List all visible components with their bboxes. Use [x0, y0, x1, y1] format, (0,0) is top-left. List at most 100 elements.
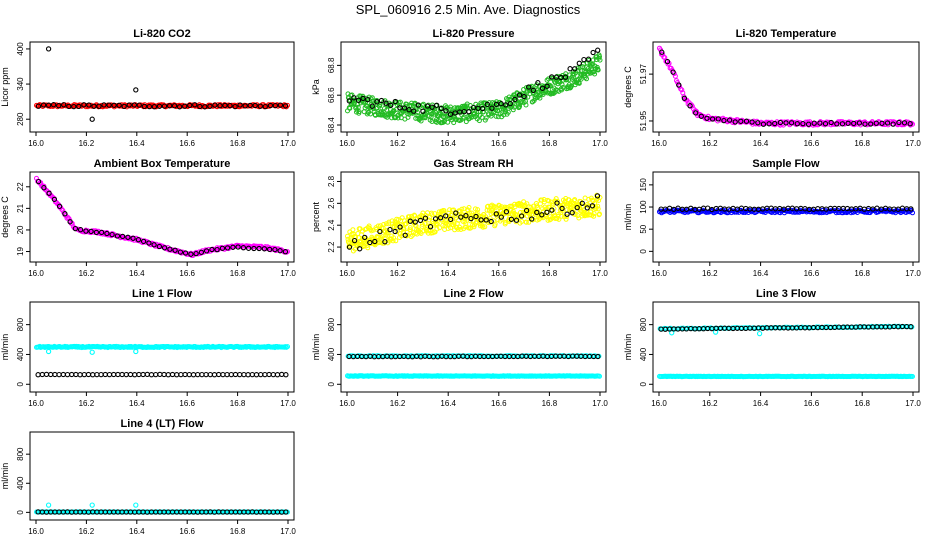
data-point — [463, 213, 469, 219]
data-point — [71, 103, 77, 110]
data-point — [572, 66, 578, 72]
x-tick-label: 17.0 — [592, 139, 608, 148]
data-point — [584, 76, 589, 82]
data-point — [220, 371, 226, 378]
data-point — [356, 235, 362, 241]
x-tick-label: 16.8 — [230, 139, 246, 148]
data-point — [443, 213, 449, 219]
data-point — [151, 104, 158, 110]
data-point — [195, 371, 201, 378]
data-point — [81, 371, 87, 378]
data-point — [98, 371, 104, 378]
series-line-4-black — [35, 509, 289, 515]
data-point — [523, 219, 529, 225]
x-tick-label: 16.8 — [230, 527, 246, 536]
data-point — [482, 224, 488, 230]
plot-frame — [29, 171, 295, 263]
x-tick-label: 17.0 — [592, 399, 608, 408]
x-tick-label: 16.0 — [651, 269, 667, 278]
data-point — [133, 87, 139, 93]
data-point — [594, 193, 601, 199]
data-point — [406, 214, 412, 220]
x-tick-label: 16.4 — [440, 399, 456, 408]
data-point — [505, 109, 511, 115]
data-point — [534, 209, 540, 216]
x-tick-label: 16.0 — [651, 399, 667, 408]
data-point — [45, 502, 52, 508]
y-tick-label: 0 — [327, 381, 336, 386]
data-point — [56, 103, 62, 109]
x-tick-label: 16.2 — [702, 269, 718, 278]
data-point — [595, 47, 601, 53]
data-point — [544, 209, 550, 215]
data-point — [197, 103, 203, 110]
data-point — [743, 118, 750, 124]
y-axis-label: Licor ppm — [0, 67, 10, 107]
y-tick-label: 2.8 — [327, 175, 336, 187]
y-tick-label: 2.2 — [327, 241, 336, 253]
data-point — [256, 245, 262, 252]
data-point — [144, 371, 150, 378]
data-point — [409, 213, 415, 219]
data-point — [355, 97, 362, 103]
data-point — [415, 102, 421, 108]
data-point — [182, 371, 188, 378]
data-point — [283, 509, 289, 515]
data-point — [511, 104, 517, 110]
y-tick-label: 400 — [327, 347, 336, 361]
data-point — [241, 371, 247, 378]
data-point — [477, 223, 483, 229]
data-point — [503, 102, 509, 108]
data-point — [493, 211, 499, 217]
data-point — [529, 216, 535, 222]
data-point — [249, 371, 255, 378]
x-tick-label: 17.0 — [280, 527, 296, 536]
data-point — [879, 120, 885, 126]
data-point — [397, 99, 403, 105]
data-point — [788, 120, 795, 126]
data-point — [258, 371, 264, 378]
data-point — [130, 235, 136, 241]
data-point — [890, 121, 896, 127]
data-point — [597, 373, 602, 379]
data-point — [715, 116, 721, 122]
x-tick-label: 16.4 — [129, 399, 145, 408]
panel-title: Li-820 Temperature — [736, 28, 837, 40]
data-point — [172, 247, 178, 253]
data-point — [153, 371, 159, 378]
data-point — [462, 224, 468, 230]
x-tick-label: 16.6 — [179, 399, 195, 408]
data-point — [448, 104, 453, 110]
data-point — [115, 371, 121, 378]
x-tick-label: 17.0 — [280, 269, 296, 278]
data-point — [429, 212, 435, 218]
data-point — [681, 95, 688, 101]
data-point — [576, 80, 582, 86]
y-tick-label: 0 — [16, 381, 25, 386]
data-point — [508, 216, 515, 222]
data-point — [203, 248, 210, 254]
x-tick-label: 16.0 — [28, 399, 44, 408]
data-point — [453, 210, 459, 216]
data-point — [419, 221, 425, 227]
data-point — [420, 108, 426, 114]
data-point — [83, 228, 89, 234]
data-point — [590, 57, 596, 63]
data-point — [374, 99, 380, 105]
data-point — [282, 249, 289, 255]
data-point — [262, 103, 268, 110]
data-point — [408, 227, 414, 233]
data-point — [199, 371, 205, 378]
data-point — [760, 121, 767, 127]
data-point — [595, 206, 601, 212]
data-point — [726, 117, 733, 123]
plot-frame — [340, 171, 607, 263]
data-point — [463, 221, 469, 227]
data-point — [473, 213, 479, 220]
data-point — [822, 121, 829, 127]
data-point — [356, 109, 362, 115]
data-point — [388, 102, 394, 108]
y-tick-label: 20 — [16, 225, 25, 234]
data-point — [479, 103, 485, 109]
